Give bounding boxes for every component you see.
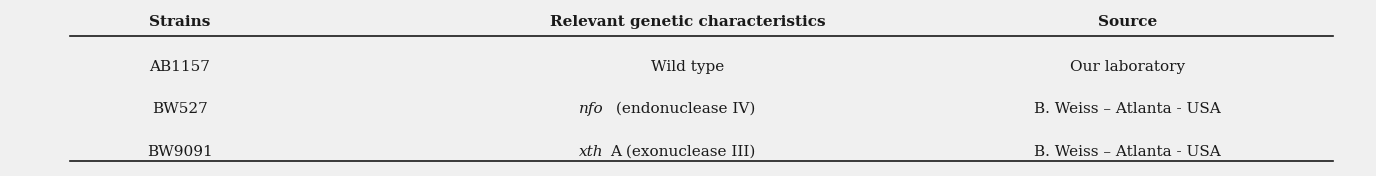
Text: BW9091: BW9091 [147, 145, 213, 159]
Text: A (exonuclease III): A (exonuclease III) [610, 145, 755, 159]
Text: B. Weiss – Atlanta - USA: B. Weiss – Atlanta - USA [1033, 145, 1221, 159]
Text: nfo: nfo [579, 102, 604, 116]
Text: Strains: Strains [149, 15, 211, 29]
Text: Wild type: Wild type [651, 60, 725, 74]
Text: BW527: BW527 [151, 102, 208, 116]
Text: AB1157: AB1157 [150, 60, 211, 74]
Text: Source: Source [1098, 15, 1157, 29]
Text: xth: xth [578, 145, 603, 159]
Text: (endonuclease IV): (endonuclease IV) [611, 102, 755, 116]
Text: Our laboratory: Our laboratory [1071, 60, 1185, 74]
Text: B. Weiss – Atlanta - USA: B. Weiss – Atlanta - USA [1033, 102, 1221, 116]
Text: Relevant genetic characteristics: Relevant genetic characteristics [550, 15, 826, 29]
